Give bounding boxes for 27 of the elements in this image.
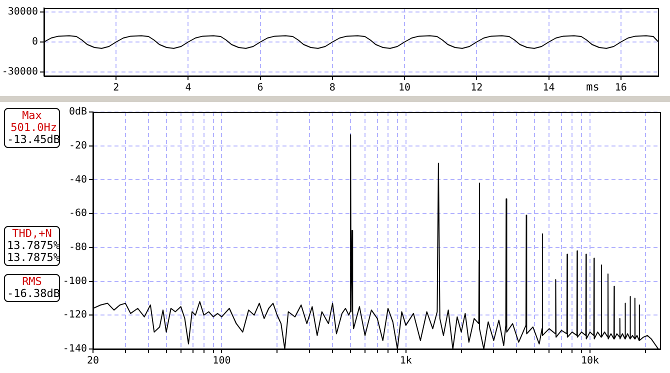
x-tick-label: 20 xyxy=(86,356,100,367)
x-tick-label: 1k xyxy=(400,356,412,367)
x-tick-label: 10k xyxy=(580,356,600,367)
x-tick-label: 100 xyxy=(212,356,231,367)
x-tick-label: 12 xyxy=(470,82,483,94)
y-tick-label: -40 xyxy=(68,174,87,186)
y-tick-label: -140 xyxy=(62,344,87,355)
y-tick-label: -80 xyxy=(68,242,87,254)
x-tick-label: 2 xyxy=(113,82,120,94)
x-tick-label: 6 xyxy=(257,82,264,94)
x-tick-label: 4 xyxy=(185,82,192,94)
y-tick-label: 0 xyxy=(32,36,38,48)
y-tick-label: -20 xyxy=(68,140,87,152)
y-tick-label: 0dB xyxy=(68,106,87,118)
x-axis-title: ms xyxy=(586,80,600,94)
x-tick-label: 14 xyxy=(542,82,555,94)
text: RMS -16.38dB xyxy=(7,275,60,300)
y-tick-label: -60 xyxy=(68,208,87,220)
x-tick-label: 8 xyxy=(329,82,336,94)
x-tick-label: 16 xyxy=(614,82,627,94)
text: Max 501.0Hz -13.45dB xyxy=(7,109,60,146)
y-tick-label: -100 xyxy=(62,276,87,287)
text: THD,+N 13.7875% 13.7875% xyxy=(7,227,60,264)
y-tick-label: -120 xyxy=(62,310,87,321)
x-tick-label: 10 xyxy=(398,82,411,94)
y-tick-label: 30000 xyxy=(8,6,38,18)
y-tick-label: -30000 xyxy=(2,66,38,78)
